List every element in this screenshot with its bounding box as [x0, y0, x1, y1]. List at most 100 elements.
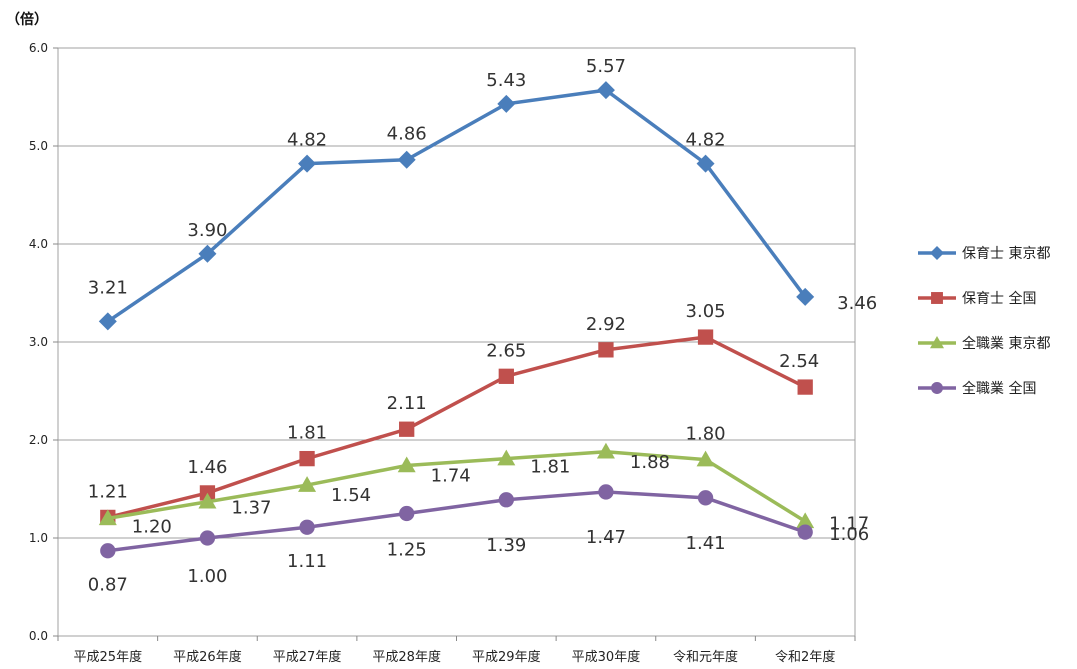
data-point-marker: [796, 287, 815, 306]
data-point-marker: [98, 509, 117, 526]
legend-label: 全職業 全国: [962, 380, 1036, 397]
y-tick-label: 0.0: [29, 629, 48, 643]
data-label: 1.46: [187, 457, 227, 478]
x-tick-label: 令和元年度: [673, 649, 738, 665]
series-1: [98, 81, 815, 331]
legend-marker: [931, 292, 943, 304]
legend-marker: [930, 246, 944, 260]
y-tick-label: 4.0: [29, 237, 48, 251]
series-3: [98, 442, 815, 529]
data-labels: 3.21 3.90 4.82 4.86 5.43 5.57 4.82 3.46 1.21 1.46…: [88, 56, 877, 596]
x-tick-label: 平成26年度: [173, 649, 242, 665]
data-label: 3.90: [187, 220, 227, 241]
axes: 0.0 1.0 2.0 3.0 4.0 5.0 6.0 平成25年度 平成26年度 平成27年度 平…: [29, 41, 856, 665]
data-point-marker: [796, 512, 815, 529]
data-label: 5.57: [586, 56, 626, 77]
data-point-marker: [696, 154, 715, 173]
data-label: 2.54: [779, 351, 819, 372]
data-label: 3.05: [686, 301, 726, 322]
data-point-marker: [797, 524, 813, 540]
data-label: 1.54: [331, 485, 371, 506]
legend-marker: [931, 382, 943, 394]
data-label: 4.82: [287, 130, 327, 151]
data-point-marker: [596, 442, 615, 459]
data-point-marker: [598, 484, 614, 500]
y-tick-label: 5.0: [29, 139, 48, 153]
data-label: 3.46: [837, 293, 877, 314]
data-label: 1.00: [187, 566, 227, 587]
data-point-marker: [797, 379, 813, 395]
data-point-marker: [498, 492, 514, 508]
x-tick-label: 平成27年度: [273, 649, 342, 665]
data-label: 1.80: [686, 424, 726, 445]
legend-label: 全職業 東京都: [962, 335, 1050, 352]
data-label: 4.82: [686, 130, 726, 151]
data-point-marker: [399, 421, 415, 437]
data-point-marker: [397, 150, 416, 169]
data-label: 1.74: [431, 465, 471, 486]
y-tick-label: 3.0: [29, 335, 48, 349]
data-label: 4.86: [387, 124, 427, 145]
legend-item: 全職業 東京都: [918, 335, 1050, 352]
data-point-marker: [497, 449, 516, 466]
data-point-marker: [198, 244, 217, 263]
series-line: [107, 335, 806, 520]
data-point-marker: [198, 492, 217, 509]
data-label: 1.17: [829, 513, 869, 534]
data-label: 1.81: [530, 457, 570, 478]
data-point-marker: [397, 456, 416, 473]
data-label: 1.88: [630, 452, 670, 473]
data-label: 3.21: [88, 277, 128, 298]
y-axis-unit-label: （倍）: [6, 11, 48, 28]
series-layer: [98, 81, 815, 559]
data-point-marker: [298, 154, 317, 173]
legend-label: 保育士 東京都: [962, 246, 1050, 262]
y-tick-label: 6.0: [29, 41, 48, 55]
data-point-marker: [298, 476, 317, 492]
data-point-marker: [697, 490, 714, 506]
data-label: 1.20: [132, 516, 172, 537]
legend-label: 保育士 全国: [962, 290, 1036, 307]
series-line: [107, 450, 807, 523]
data-point-marker: [696, 450, 715, 467]
data-point-marker: [598, 342, 614, 358]
y-tick-label: 2.0: [29, 433, 48, 447]
data-label: 1.37: [231, 498, 271, 519]
data-point-marker: [497, 94, 516, 113]
x-tick-label: 平成30年度: [572, 649, 641, 665]
legend-item: 保育士 全国: [918, 290, 1036, 307]
data-label: 1.11: [287, 551, 327, 572]
data-label: 1.06: [829, 524, 869, 545]
data-point-marker: [498, 368, 514, 384]
data-label: 2.65: [486, 340, 526, 361]
series-line: [106, 88, 807, 323]
data-label: 1.81: [287, 423, 327, 444]
data-point-marker: [98, 312, 117, 331]
x-tick-label: 平成29年度: [472, 649, 541, 665]
data-point-marker: [596, 81, 615, 100]
data-point-marker: [199, 530, 216, 546]
data-label: 1.39: [486, 535, 526, 556]
data-point-marker: [697, 329, 714, 345]
series-line: [107, 490, 806, 553]
legend-marker: [930, 336, 944, 349]
x-tick-label: 平成25年度: [74, 649, 143, 665]
series-4: [100, 484, 813, 559]
data-point-marker: [299, 450, 315, 467]
legend-item: 保育士 東京都: [918, 246, 1050, 262]
data-label: 1.21: [88, 481, 128, 502]
data-label: 2.11: [387, 393, 427, 414]
data-label: 2.92: [586, 314, 626, 335]
data-point-marker: [299, 519, 315, 535]
data-label: 1.25: [387, 540, 427, 561]
y-tick-label: 1.0: [29, 531, 48, 545]
data-label: 1.41: [686, 533, 726, 554]
x-tick-label: 平成28年度: [372, 649, 441, 665]
data-label: 1.47: [586, 527, 626, 548]
data-label: 0.87: [88, 575, 128, 596]
data-point-marker: [399, 505, 415, 522]
data-point-marker: [100, 543, 116, 559]
